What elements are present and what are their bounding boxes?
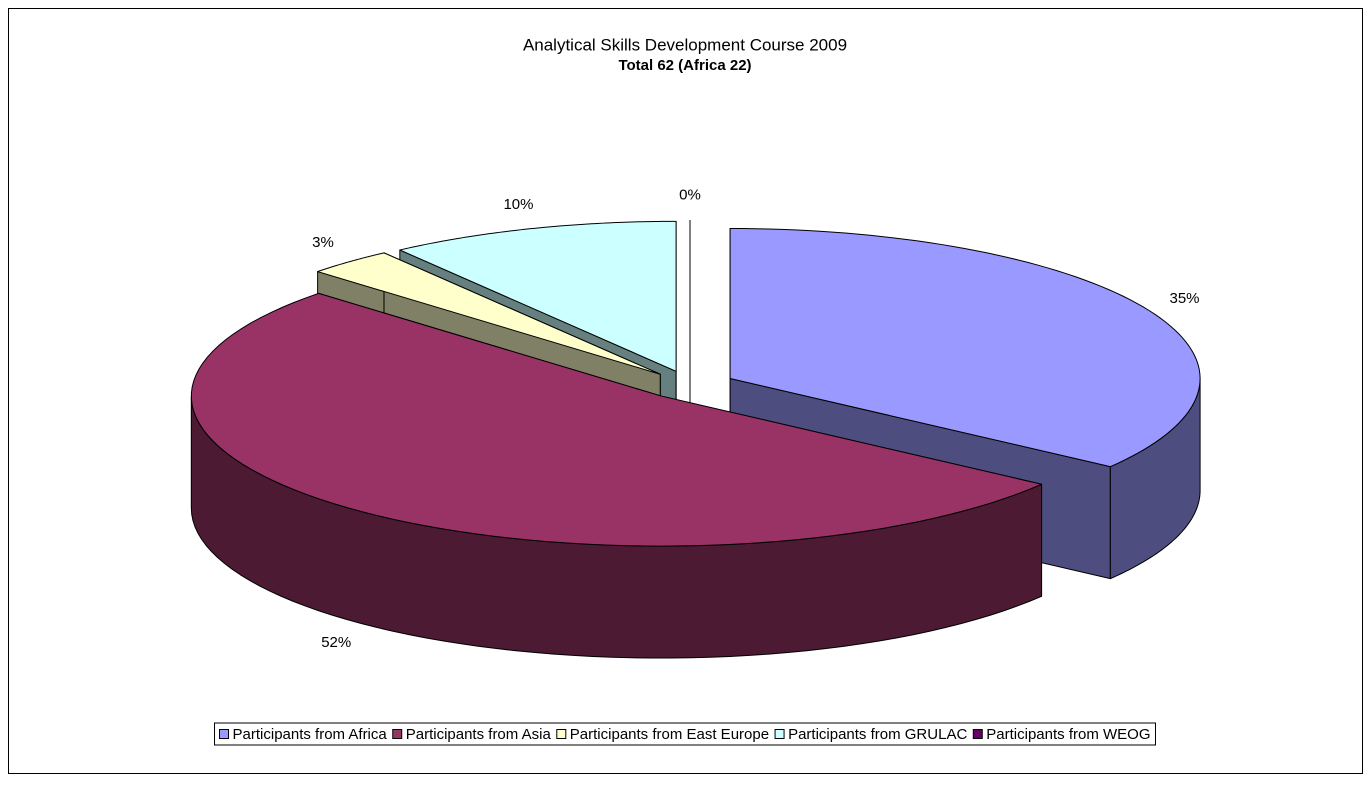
legend-swatch [219,729,230,739]
legend-box [214,722,1156,746]
slice-top [190,292,1043,547]
legend-swatch [774,729,785,739]
slice-top [399,220,677,372]
data-label: 52% [321,634,351,651]
data-label: 3% [312,234,334,251]
chart-subtitle: Total 62 (Africa 22) [618,57,751,74]
pie-slice [190,292,1043,659]
legend-swatch [392,729,403,739]
data-label: 35% [1169,290,1199,307]
legend-label: Participants from GRULAC [788,726,967,743]
legend-label: Participants from Africa [233,726,388,743]
legend-swatch [972,729,983,739]
legend-label: Participants from East Europe [570,726,769,743]
chart-title: Analytical Skills Development Course 200… [523,35,847,54]
data-label: 10% [503,196,533,213]
legend-swatch [556,729,567,739]
legend: Participants from Africa Participants fro… [214,722,1156,746]
data-label: 0% [679,187,701,204]
legend-label: Participants from WEOG [986,726,1150,743]
slice-top [729,227,1201,468]
legend-label: Participants from Asia [406,726,552,743]
slice-top [317,252,661,375]
